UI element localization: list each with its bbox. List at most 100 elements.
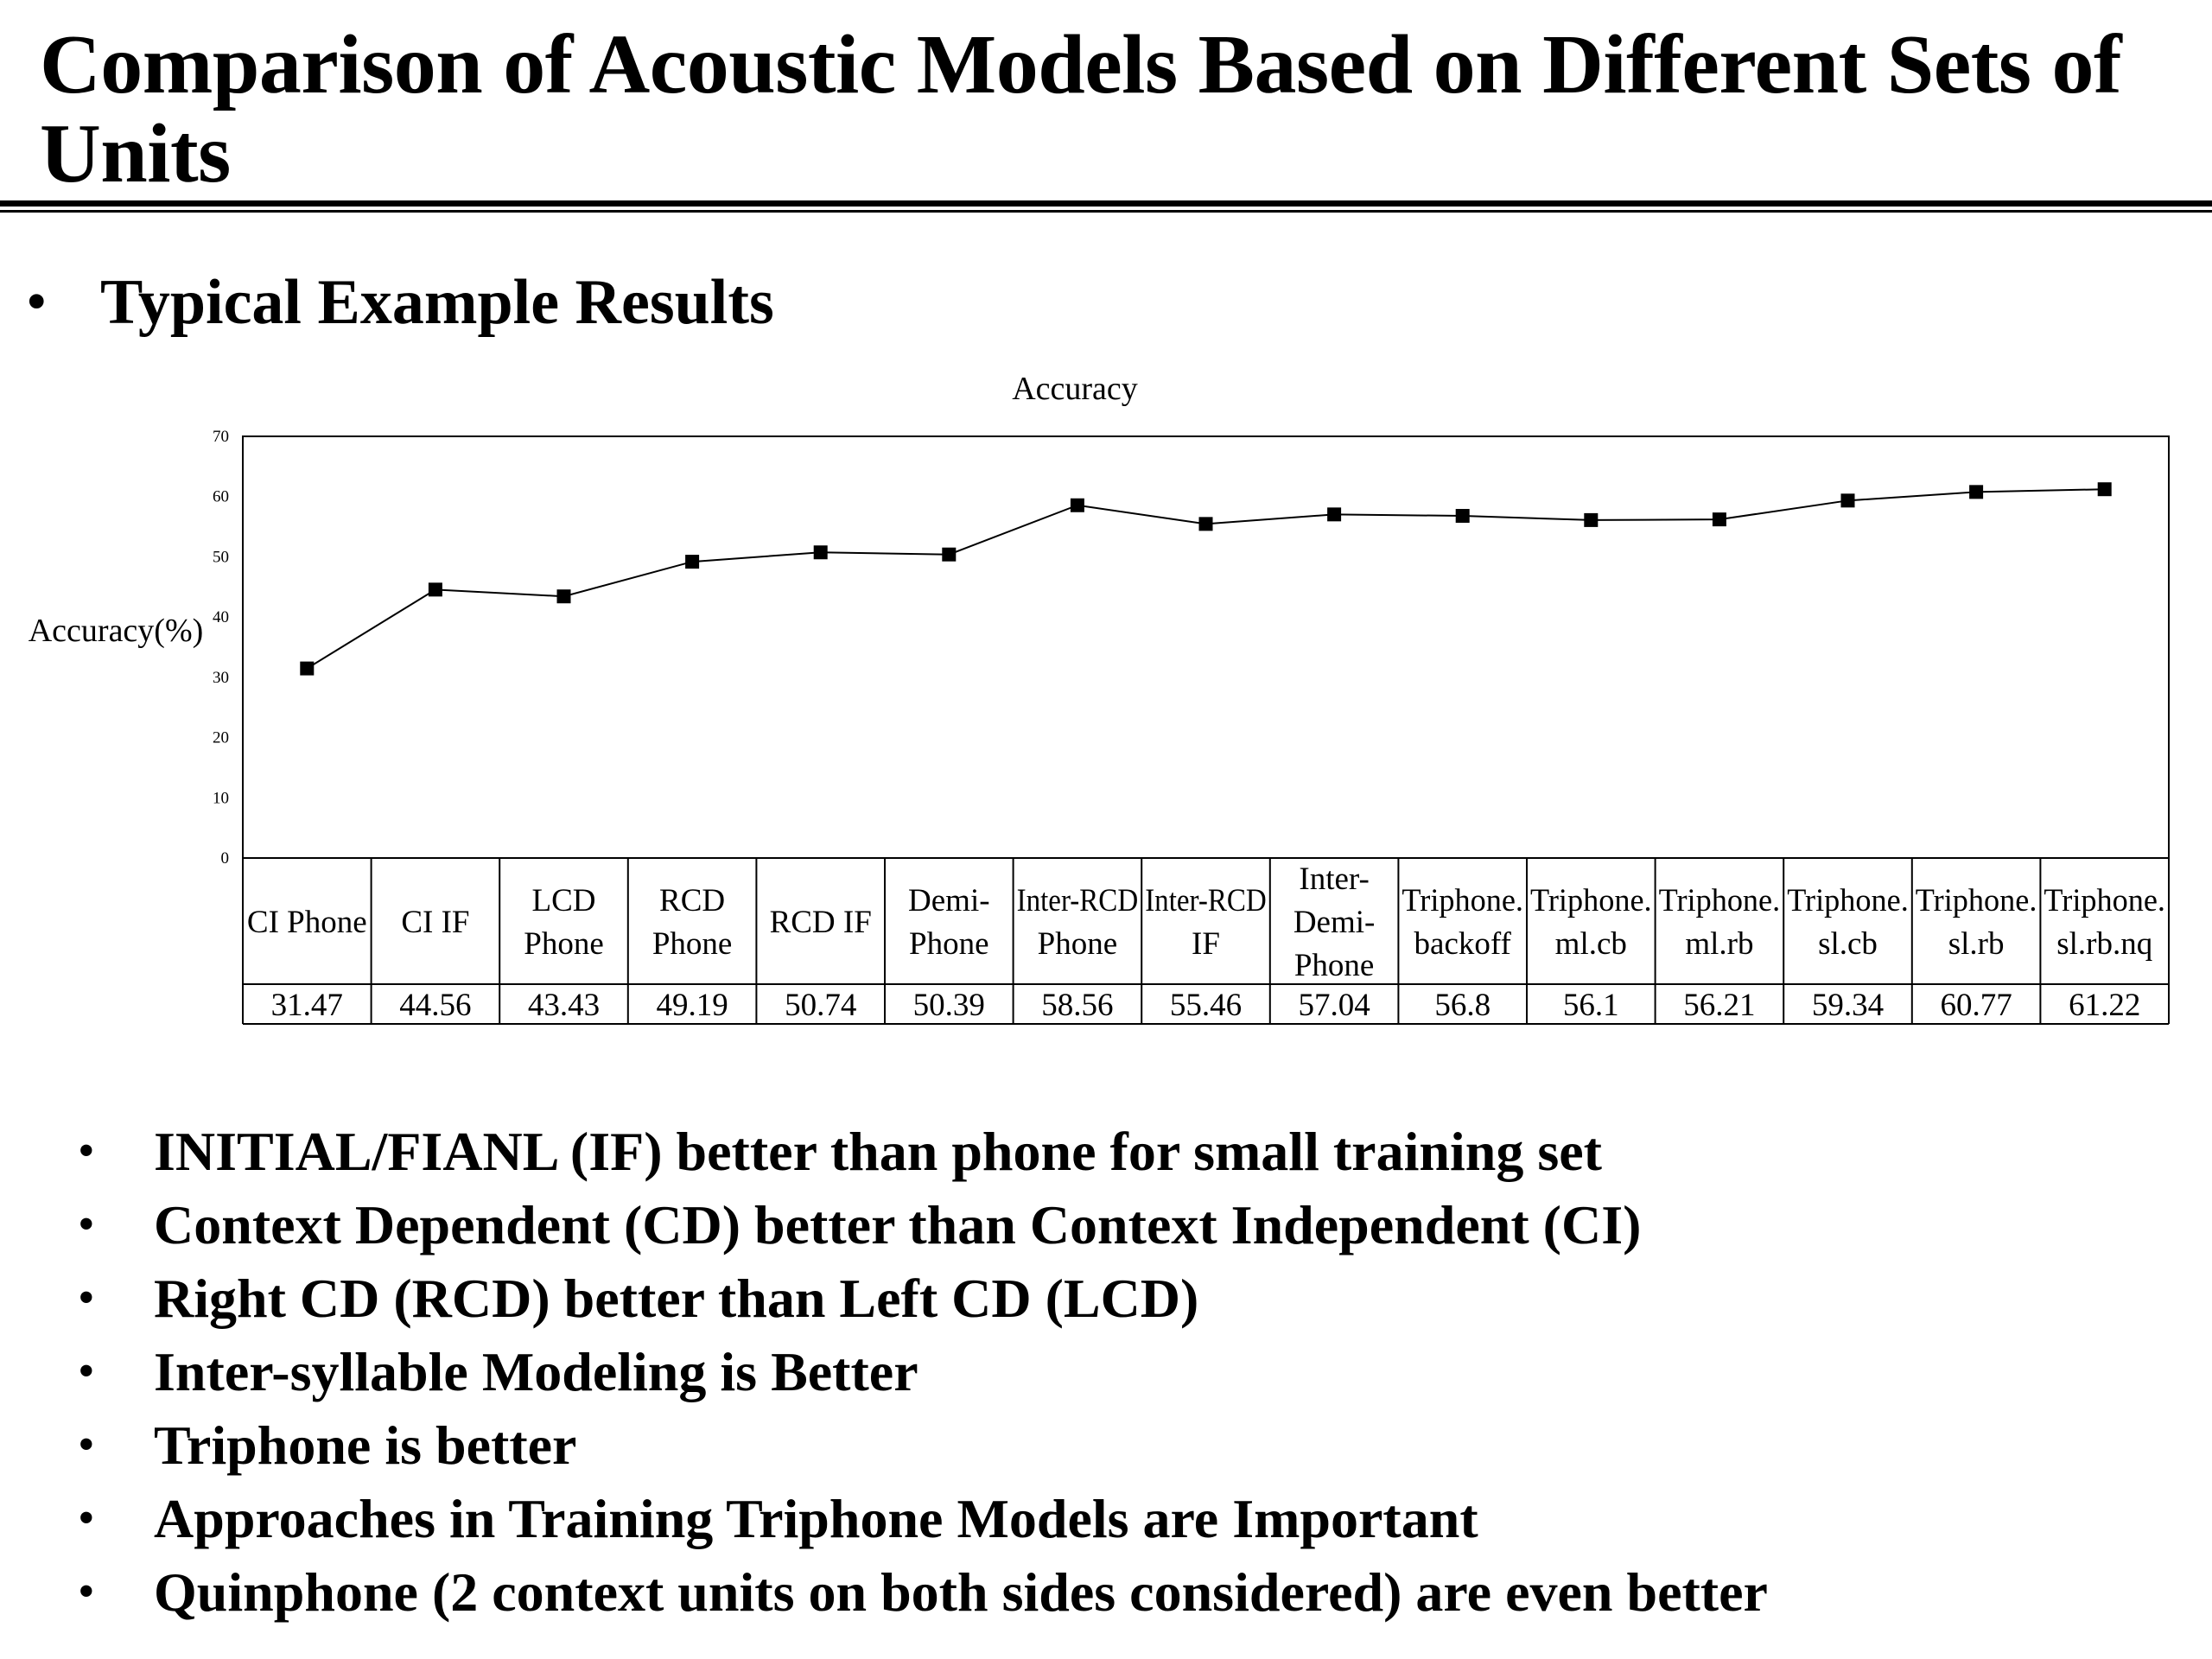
title-rule-thin <box>0 210 2212 213</box>
chart-title: Accuracy <box>1012 371 1138 407</box>
bullet-glyph: • <box>26 269 48 335</box>
value-label: 59.34 <box>1812 988 1884 1023</box>
bullet-glyph: • <box>78 1271 95 1325</box>
value-label: 60.77 <box>1940 988 2012 1023</box>
data-point-marker <box>1070 498 1084 512</box>
y-axis-ticks: 0 10 20 30 40 50 60 70 <box>213 428 229 868</box>
finding-item: • Triphone is better <box>78 1408 2169 1482</box>
finding-item: • Quinphone (2 context units on both side… <box>78 1555 2169 1629</box>
data-point-marker <box>813 545 828 560</box>
value-label: 55.46 <box>1170 988 1242 1023</box>
value-label: 57.04 <box>1298 988 1370 1023</box>
category-label: Demi- <box>908 883 990 918</box>
value-label: 61.22 <box>2069 988 2140 1023</box>
plot-area-frame <box>242 435 2170 859</box>
y-tick-label: 50 <box>213 548 229 566</box>
value-label: 56.21 <box>1683 988 1755 1023</box>
category-label: RCD <box>659 883 725 918</box>
category-label: Triphone. <box>1530 883 1652 918</box>
finding-item: • INITIAL/FIANL (IF) better than phone fo… <box>78 1115 2169 1188</box>
finding-item: • Approaches in Training Triphone Models … <box>78 1482 2169 1555</box>
value-label: 50.74 <box>785 988 856 1023</box>
category-label: ml.rb <box>1685 926 1753 962</box>
data-point-marker <box>428 582 442 597</box>
category-label: Triphone. <box>1659 883 1781 918</box>
finding-text: Inter-syllable Modeling is Better <box>154 1341 918 1402</box>
bullet-glyph: • <box>78 1124 95 1178</box>
value-label: 56.1 <box>1563 988 1619 1023</box>
category-label: CI Phone <box>247 905 367 940</box>
category-label: Triphone. <box>1402 883 1523 918</box>
data-point-marker <box>300 661 315 676</box>
data-point-marker <box>1198 517 1213 531</box>
bullet-glyph: • <box>78 1418 95 1471</box>
data-point-marker <box>556 589 571 604</box>
category-label: Demi- <box>1294 905 1376 940</box>
finding-text: INITIAL/FIANL (IF) better than phone for… <box>154 1121 1602 1182</box>
category-label: Phone <box>909 926 989 962</box>
category-label: Phone <box>652 926 733 962</box>
finding-text: Right CD (RCD) better than Left CD (LCD) <box>154 1268 1199 1329</box>
value-label: 50.39 <box>913 988 985 1023</box>
y-tick-label: 20 <box>213 729 229 747</box>
category-label: sl.cb <box>1818 926 1878 962</box>
data-table: CI Phone 31.47 CI IF 44.56 LCD Phone 43.43 RCD P… <box>242 858 2170 1025</box>
category-label: RCD IF <box>770 905 872 940</box>
finding-text: Triphone is better <box>154 1414 577 1476</box>
slide-title: Comparison of Acoustic Models Based on D… <box>40 18 2122 200</box>
bullet-glyph: • <box>78 1565 95 1618</box>
finding-item: • Right CD (RCD) better than Left CD (LCD… <box>78 1262 2169 1335</box>
title-rule-thick <box>0 200 2212 207</box>
findings-list: • INITIAL/FIANL (IF) better than phone fo… <box>78 1115 2169 1629</box>
value-label: 58.56 <box>1041 988 1113 1023</box>
finding-text: Quinphone (2 context units on both sides… <box>154 1561 1768 1623</box>
category-label: IF <box>1192 926 1220 962</box>
y-axis-label: Accuracy(%) <box>29 613 204 649</box>
y-tick-label: 10 <box>213 789 229 807</box>
finding-item: • Inter-syllable Modeling is Better <box>78 1335 2169 1408</box>
finding-item: • Context Dependent (CD) better than Cont… <box>78 1188 2169 1262</box>
y-tick-label: 0 <box>221 849 230 868</box>
category-label: Inter- <box>1299 861 1369 897</box>
data-point-marker <box>1327 507 1342 522</box>
category-label: Phone <box>1038 926 1118 962</box>
section-heading: Typical Example Results <box>100 267 774 338</box>
category-label: ml.cb <box>1555 926 1627 962</box>
category-label: Phone <box>1294 948 1375 983</box>
value-label: 56.8 <box>1434 988 1491 1023</box>
accuracy-series <box>300 482 2112 676</box>
y-tick-label: 30 <box>213 669 229 687</box>
data-point-marker <box>942 547 957 562</box>
finding-text: Approaches in Training Triphone Models a… <box>154 1488 1478 1549</box>
category-label: sl.rb <box>1948 926 2005 962</box>
y-tick-label: 60 <box>213 488 229 506</box>
category-label: Inter-RCD <box>1017 883 1139 918</box>
accuracy-line <box>306 488 2105 670</box>
y-tick-label: 70 <box>213 428 229 446</box>
data-point-marker <box>1840 493 1855 508</box>
category-label: Triphone. <box>1787 883 1909 918</box>
category-label: CI IF <box>401 905 469 940</box>
data-point-marker <box>1969 485 1984 499</box>
category-label: sl.rb.nq <box>2056 926 2152 962</box>
category-label: Inter-RCD <box>1145 883 1267 918</box>
category-label: Phone <box>524 926 604 962</box>
value-label: 31.47 <box>271 988 343 1023</box>
value-label: 44.56 <box>399 988 471 1023</box>
y-tick-label: 40 <box>213 608 229 626</box>
bullet-glyph: • <box>78 1344 95 1398</box>
value-label: 43.43 <box>528 988 600 1023</box>
data-point-marker <box>2097 482 2112 497</box>
data-point-marker <box>1584 512 1599 527</box>
category-label: Triphone. <box>2044 883 2165 918</box>
data-point-marker <box>685 555 700 569</box>
category-label: LCD <box>532 883 596 918</box>
category-label: backoff <box>1414 926 1512 962</box>
bullet-glyph: • <box>78 1491 95 1545</box>
bullet-glyph: • <box>78 1198 95 1251</box>
accuracy-line-chart: Accuracy Accuracy(%) 0 10 20 30 40 50 60 70 CI … <box>29 371 2170 1025</box>
category-label: Triphone. <box>1916 883 2037 918</box>
finding-text: Context Dependent (CD) better than Conte… <box>154 1194 1642 1255</box>
data-point-marker <box>1712 512 1726 527</box>
